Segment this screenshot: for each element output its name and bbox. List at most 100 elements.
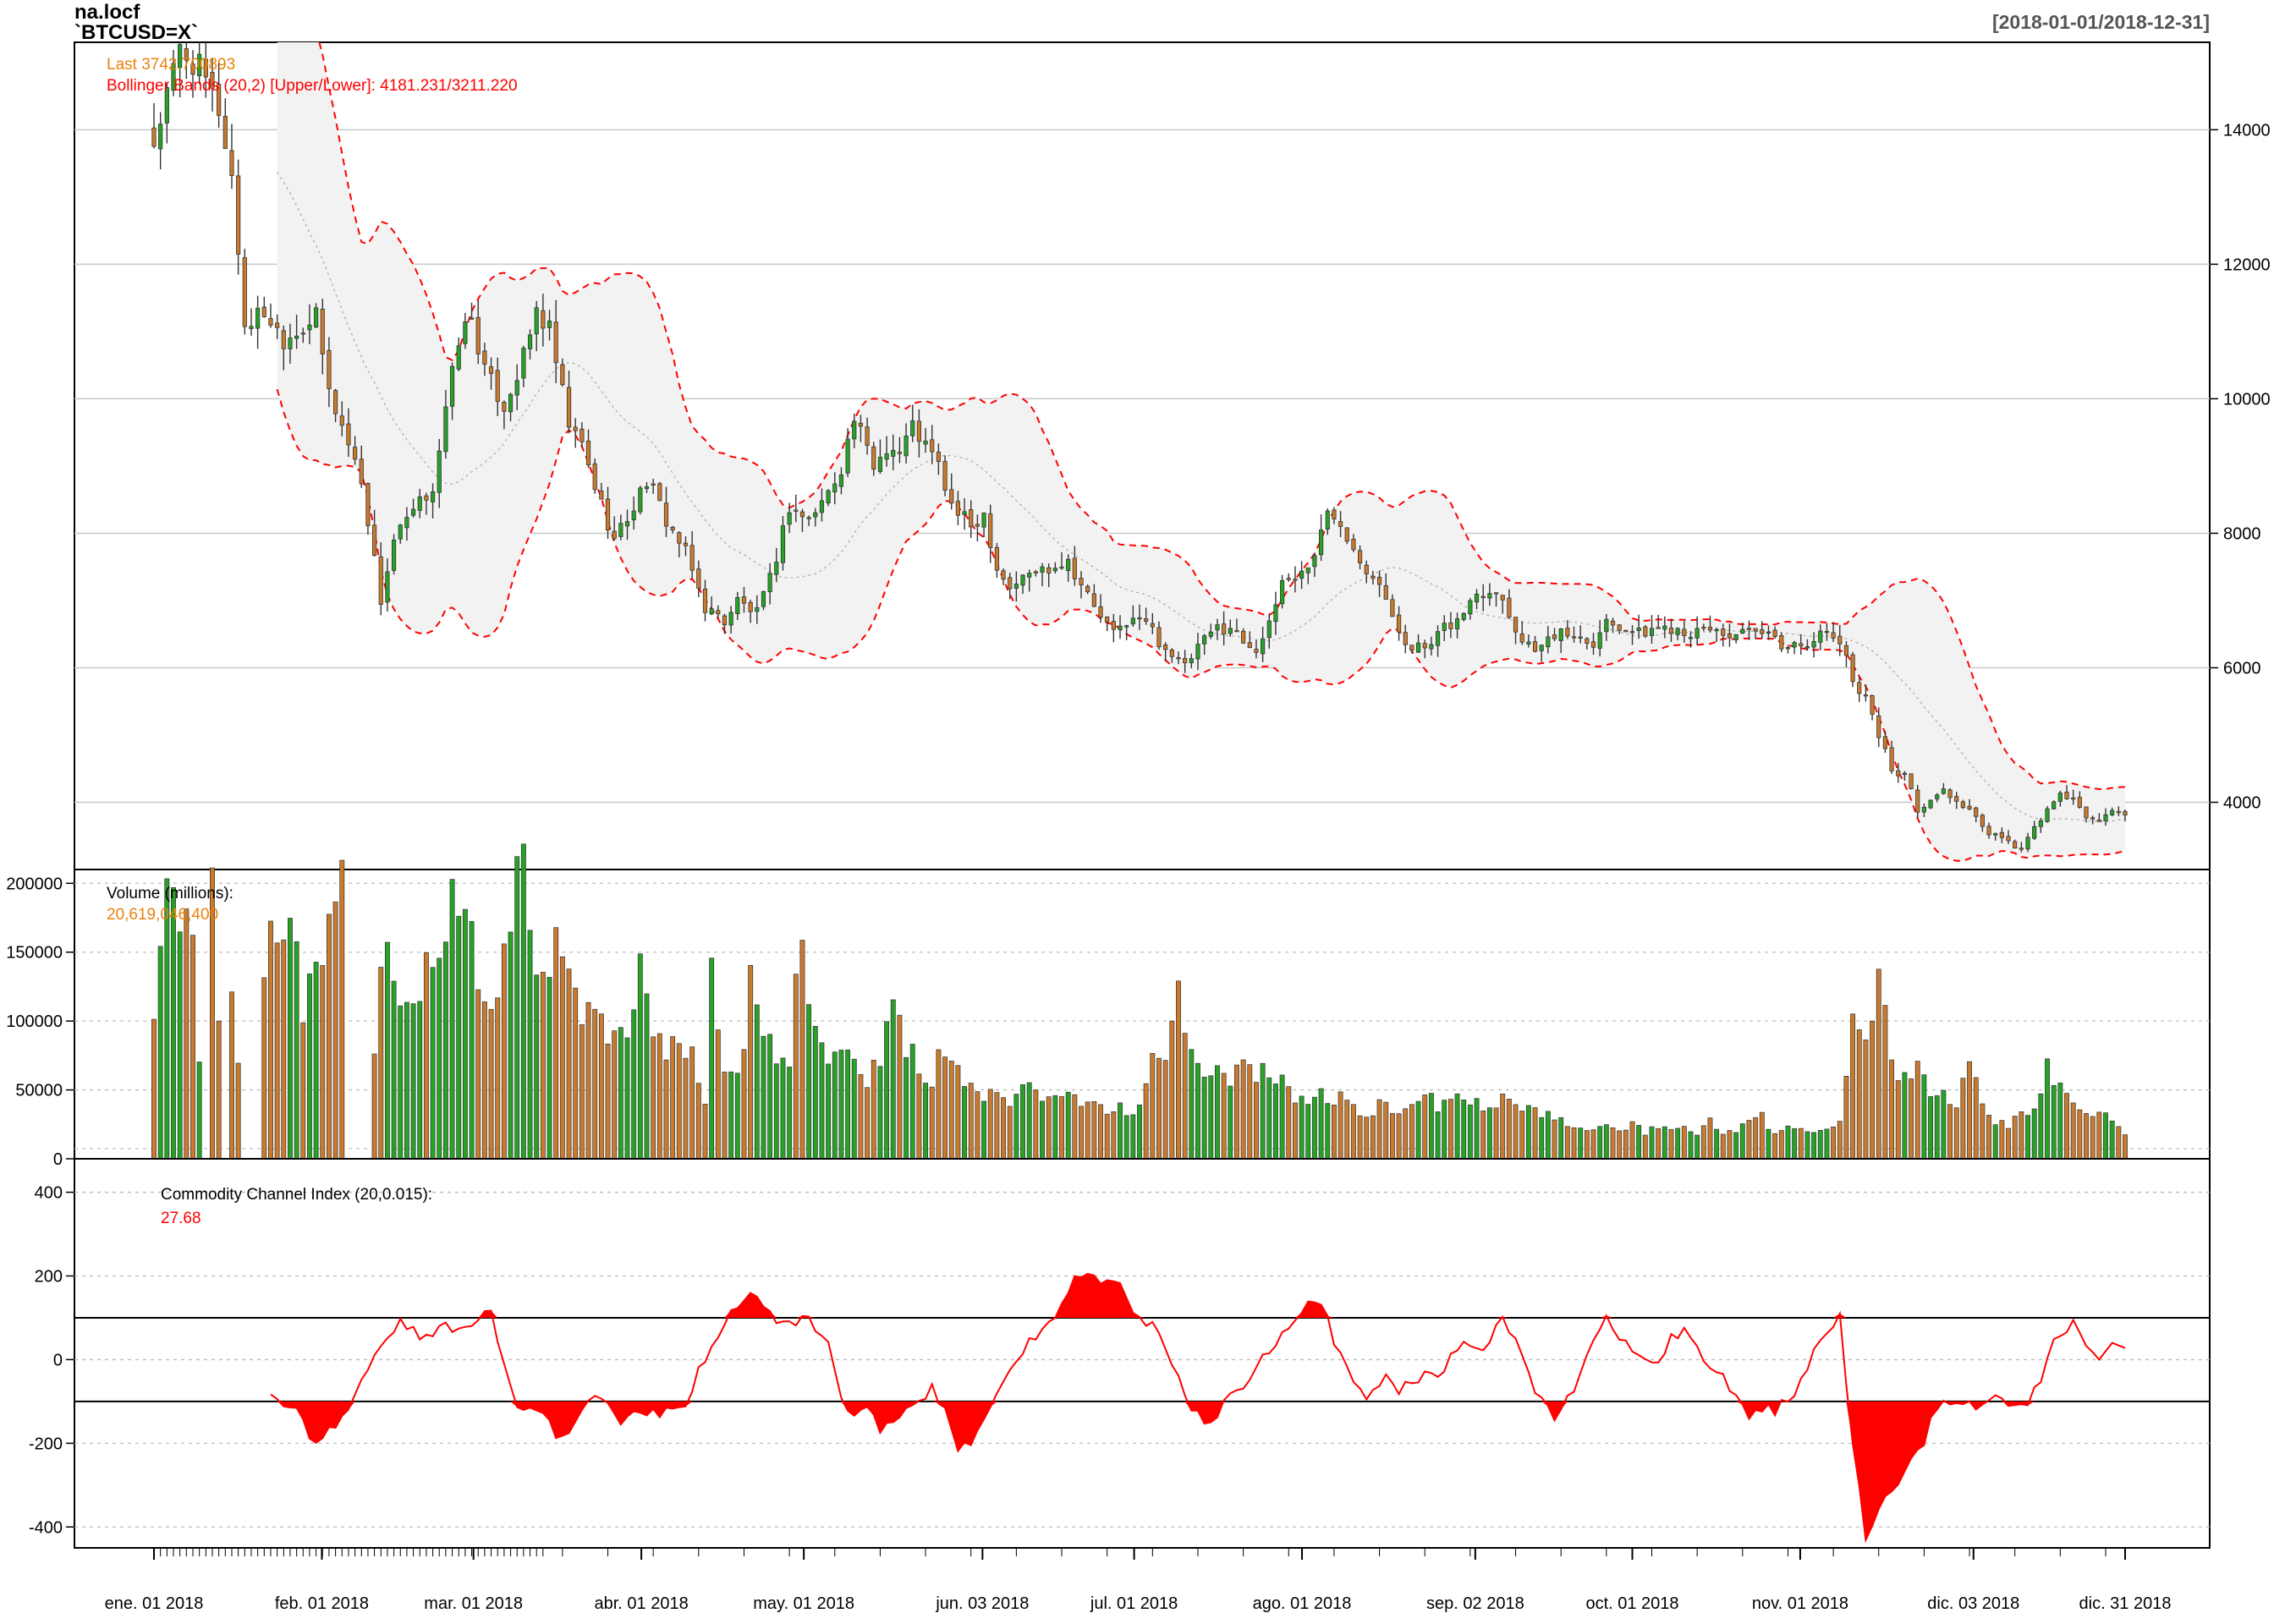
candle-body xyxy=(1500,595,1505,601)
volume-bar xyxy=(1986,1115,1991,1160)
candle-body xyxy=(1974,807,1979,817)
candle-body xyxy=(2090,817,2095,820)
volume-bar xyxy=(1344,1100,1350,1160)
volume-bar xyxy=(1091,1101,1097,1160)
candle-body xyxy=(541,310,546,329)
candle-body xyxy=(1772,629,1777,637)
volume-bar xyxy=(1662,1126,1667,1160)
candle-body xyxy=(1629,631,1635,634)
volume-bar xyxy=(689,1046,695,1160)
volume-bar xyxy=(1254,1082,1259,1160)
volume-bar xyxy=(2031,1108,2037,1160)
volume-bar xyxy=(1403,1108,1409,1160)
candle-body xyxy=(1921,806,1927,813)
volume-bar xyxy=(1240,1059,1246,1160)
candle-body xyxy=(787,512,792,525)
candle-body xyxy=(261,306,266,317)
candle-body xyxy=(1202,635,1207,645)
candle-body xyxy=(1442,623,1447,631)
volume-bar xyxy=(2084,1113,2089,1160)
candle-body xyxy=(566,387,572,428)
candle-body xyxy=(748,601,753,612)
candle-body xyxy=(2013,841,2018,849)
volume-bar xyxy=(1350,1104,1356,1160)
candle-body xyxy=(1429,644,1434,650)
candle-body xyxy=(1351,538,1356,551)
candle-body xyxy=(1273,604,1278,623)
candle-body xyxy=(184,48,189,61)
candle-body xyxy=(307,324,312,331)
candle-body xyxy=(916,420,922,442)
candle-body xyxy=(761,591,766,607)
candle-body xyxy=(2019,848,2024,850)
volume-bar xyxy=(1902,1072,1908,1160)
volume-bar xyxy=(1590,1129,1596,1160)
candle-body xyxy=(1111,621,1116,630)
candle-body xyxy=(1721,628,1726,636)
volume-bar xyxy=(579,1024,585,1160)
volume-bar xyxy=(1130,1114,1136,1160)
volume-bar xyxy=(754,1004,760,1160)
candle-body xyxy=(1837,635,1843,645)
volume-bar xyxy=(1941,1089,1947,1160)
volume-bar xyxy=(573,987,579,1160)
volume-bar xyxy=(1143,1083,1149,1160)
candle-body xyxy=(1415,642,1421,653)
volume-bar xyxy=(1454,1093,1460,1160)
candle-body xyxy=(508,393,514,413)
candle-body xyxy=(1085,585,1090,593)
volume-bar xyxy=(1882,1005,1888,1160)
candle-body xyxy=(1668,628,1674,634)
price-tick-label: 4000 xyxy=(2223,793,2261,812)
volume-bar xyxy=(294,941,299,1160)
candle-body xyxy=(1954,796,1959,802)
volume-bar xyxy=(683,1057,689,1160)
candle-body xyxy=(962,511,967,515)
volume-bar xyxy=(1539,1116,1545,1160)
candle-body xyxy=(728,612,733,626)
x-tick-label: nov. 01 2018 xyxy=(1752,1594,1848,1613)
volume-bar xyxy=(702,1103,708,1160)
volume-tick-label: 50000 xyxy=(15,1082,63,1100)
volume-bar xyxy=(1299,1095,1305,1160)
volume-bar xyxy=(605,1043,611,1160)
volume-bar xyxy=(177,931,183,1160)
candle-body xyxy=(359,458,364,485)
volume-bar xyxy=(1688,1131,1694,1160)
volume-bar xyxy=(1811,1132,1817,1160)
cci-panel-border xyxy=(74,1158,2211,1549)
volume-bar xyxy=(676,1043,682,1160)
candle-body xyxy=(1325,510,1330,530)
volume-bar xyxy=(2064,1093,2069,1160)
volume-bar xyxy=(1007,1106,1013,1160)
volume-bar xyxy=(1435,1111,1441,1160)
candle-body xyxy=(689,545,695,571)
volume-bar xyxy=(1221,1073,1227,1160)
volume-bar xyxy=(1228,1085,1233,1160)
volume-bar xyxy=(923,1083,929,1160)
volume-bar xyxy=(890,999,896,1160)
candle-body xyxy=(281,330,286,349)
candle-body xyxy=(631,510,636,521)
volume-bar xyxy=(469,921,475,1160)
candle-body xyxy=(1546,636,1551,648)
candle-body xyxy=(1072,557,1077,579)
candle-body xyxy=(475,316,481,354)
candle-body xyxy=(1344,527,1349,542)
volume-bar xyxy=(2019,1111,2024,1160)
volume-bar xyxy=(1843,1076,1849,1160)
volume-bar xyxy=(456,915,462,1160)
candle-body xyxy=(1824,630,1830,634)
volume-value-legend: 20,619,046,400 xyxy=(107,906,218,924)
candle-body xyxy=(975,524,980,527)
candle-body xyxy=(249,326,254,329)
candle-body xyxy=(2057,793,2063,802)
volume-bar xyxy=(320,965,326,1160)
candle-body xyxy=(1040,566,1045,573)
price-tick-label: 6000 xyxy=(2223,659,2261,678)
candle-body xyxy=(1105,616,1110,623)
candle-body xyxy=(2084,806,2089,819)
volume-bar xyxy=(1928,1096,1934,1160)
candle-body xyxy=(871,446,876,470)
candle-body xyxy=(190,63,195,75)
